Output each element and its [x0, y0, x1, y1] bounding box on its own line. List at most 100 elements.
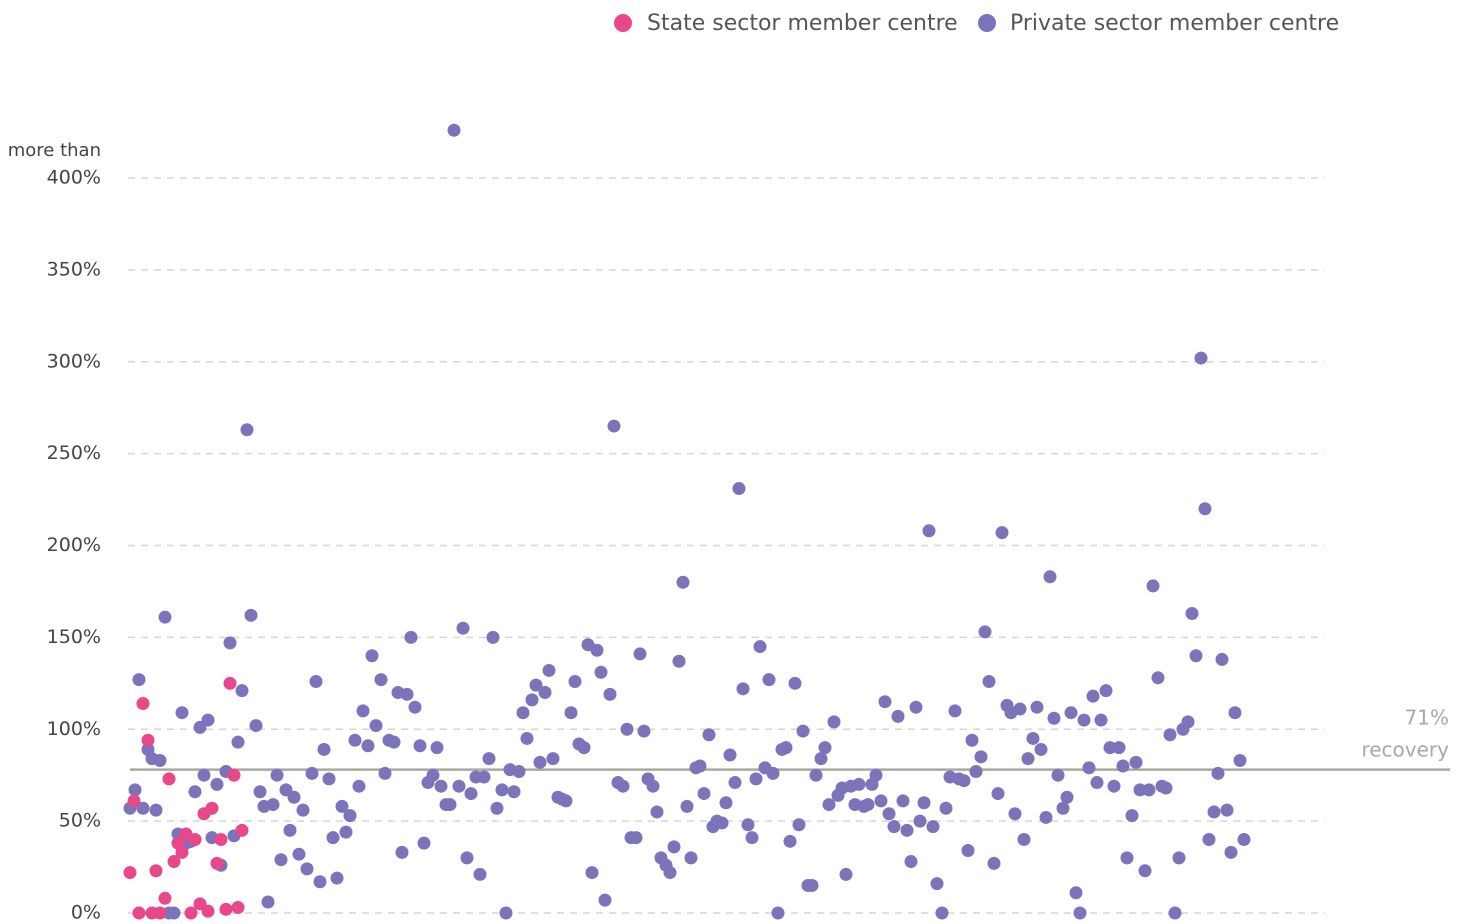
point	[274, 853, 288, 867]
point	[546, 752, 560, 766]
point	[520, 731, 534, 745]
point	[214, 833, 228, 846]
point	[1142, 783, 1156, 797]
point	[719, 796, 733, 810]
point	[607, 419, 621, 433]
point	[1090, 776, 1104, 790]
point	[818, 741, 832, 755]
point	[464, 787, 478, 801]
point	[482, 752, 496, 766]
point	[223, 636, 237, 650]
point	[663, 866, 677, 880]
point	[326, 831, 340, 845]
point	[162, 772, 176, 786]
point	[766, 766, 780, 780]
point	[175, 706, 189, 720]
point	[1215, 652, 1229, 666]
point	[369, 719, 383, 733]
point	[1008, 807, 1022, 821]
point	[1159, 781, 1173, 795]
point	[1120, 851, 1134, 865]
point	[788, 676, 802, 690]
point	[930, 877, 944, 891]
point	[1094, 713, 1108, 727]
point	[1107, 779, 1121, 793]
point	[697, 787, 711, 801]
point	[287, 790, 301, 804]
point	[538, 686, 552, 699]
point	[667, 840, 681, 854]
point	[620, 722, 634, 736]
point	[590, 643, 604, 657]
point	[270, 768, 284, 782]
point	[783, 834, 797, 848]
point	[309, 674, 323, 688]
point	[348, 733, 362, 747]
point	[1198, 502, 1212, 516]
point	[939, 801, 953, 815]
point	[568, 674, 582, 688]
point	[723, 748, 737, 762]
point	[1138, 864, 1152, 878]
point	[715, 816, 729, 830]
point	[982, 674, 996, 688]
point	[891, 709, 905, 723]
point	[123, 866, 137, 880]
point	[266, 798, 280, 812]
point	[158, 610, 172, 624]
point	[456, 621, 470, 635]
top-tick-note: more than	[8, 140, 101, 161]
point	[650, 805, 664, 819]
point	[296, 803, 310, 817]
point	[878, 695, 892, 709]
point	[477, 770, 491, 784]
point	[128, 783, 142, 797]
point	[633, 647, 647, 661]
y-tick-label: 300%	[47, 350, 101, 372]
point	[1163, 728, 1177, 742]
point	[339, 825, 353, 839]
point	[564, 706, 578, 720]
point	[559, 794, 573, 808]
point	[809, 768, 823, 782]
point	[387, 735, 401, 749]
point	[223, 676, 237, 690]
point	[1077, 713, 1091, 727]
point	[741, 818, 755, 832]
point	[598, 893, 612, 907]
point	[926, 820, 940, 834]
point	[935, 906, 949, 920]
point	[188, 785, 202, 799]
point	[149, 803, 163, 817]
point	[231, 900, 245, 914]
point	[210, 777, 224, 791]
point	[917, 796, 931, 810]
point	[672, 654, 686, 668]
point	[1086, 689, 1100, 703]
y-tick-label: 0%	[71, 902, 101, 924]
point	[1189, 649, 1203, 663]
legend-marker	[978, 14, 996, 32]
point	[452, 779, 466, 793]
point	[235, 823, 249, 837]
point	[762, 673, 776, 687]
point	[978, 625, 992, 639]
point	[1116, 759, 1130, 773]
point	[499, 906, 513, 920]
point	[1039, 810, 1053, 824]
point	[283, 823, 297, 837]
point	[219, 902, 233, 916]
point	[167, 906, 181, 920]
point	[1112, 741, 1126, 755]
point	[827, 715, 841, 729]
point	[1064, 706, 1078, 720]
point	[991, 787, 1005, 801]
y-tick-label: 150%	[47, 626, 101, 648]
point	[1168, 906, 1182, 920]
point	[447, 123, 461, 137]
point	[1017, 833, 1031, 846]
point	[184, 906, 198, 920]
y-tick-label: 50%	[59, 810, 101, 832]
point	[1228, 706, 1242, 720]
y-tick-label: 350%	[47, 258, 101, 280]
